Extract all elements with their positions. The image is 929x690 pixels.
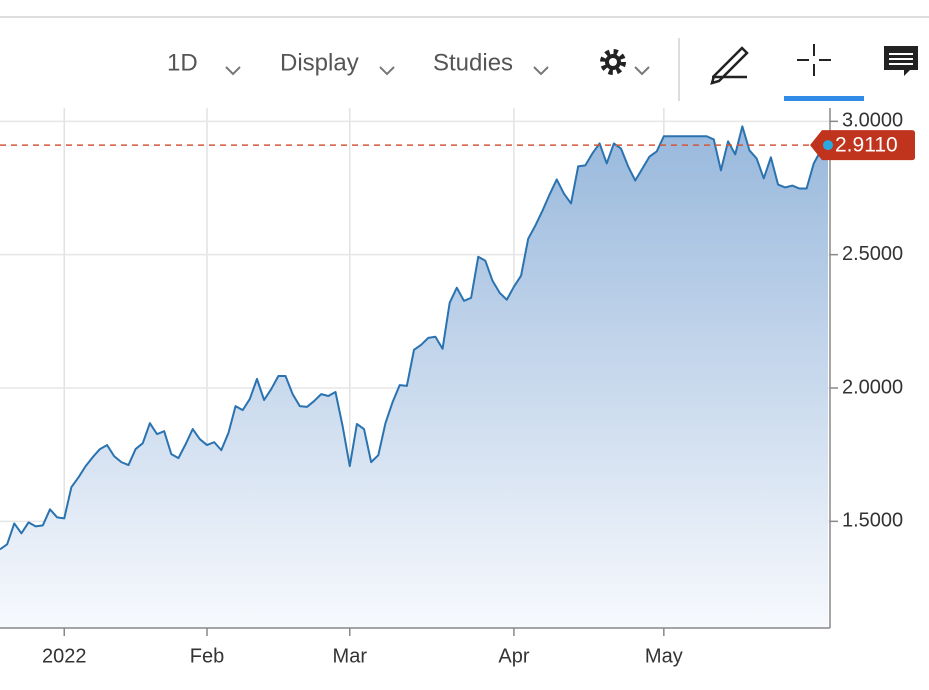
interval-button[interactable]: 1D <box>167 49 198 76</box>
chevron <box>533 66 549 76</box>
last-price-badge <box>810 130 915 161</box>
draw-icon[interactable] <box>710 46 749 85</box>
studies-button[interactable]: Studies <box>433 49 513 76</box>
y-tick-label: 2.0000 <box>842 376 903 398</box>
toolbar: 1D Display Studies <box>167 38 918 101</box>
x-tick-label: 2022 <box>42 645 87 667</box>
y-tick-label: 3.0000 <box>842 110 903 132</box>
plot-area: 2022 Feb Mar Apr May 1.5000 2.0000 2.5000 3.0000… <box>0 108 915 667</box>
area-fill <box>0 126 828 629</box>
active-tab-indicator <box>784 96 864 101</box>
x-tick-label: May <box>645 645 683 667</box>
x-tick-label: Feb <box>190 645 224 667</box>
comment-icon[interactable] <box>884 46 918 76</box>
settings-icon[interactable] <box>600 49 650 76</box>
last-point <box>823 140 833 151</box>
chevron <box>379 66 395 76</box>
crosshair-icon[interactable] <box>797 44 831 76</box>
display-button[interactable]: Display <box>280 49 359 76</box>
last-price-label: 2.9110 <box>835 134 898 157</box>
chevron <box>225 66 241 76</box>
price-line <box>0 125 829 551</box>
x-tick-label: Mar <box>333 645 368 667</box>
y-tick-label: 1.5000 <box>842 510 903 532</box>
y-tick-label: 2.5000 <box>842 243 903 265</box>
x-tick-label: Apr <box>498 645 529 667</box>
